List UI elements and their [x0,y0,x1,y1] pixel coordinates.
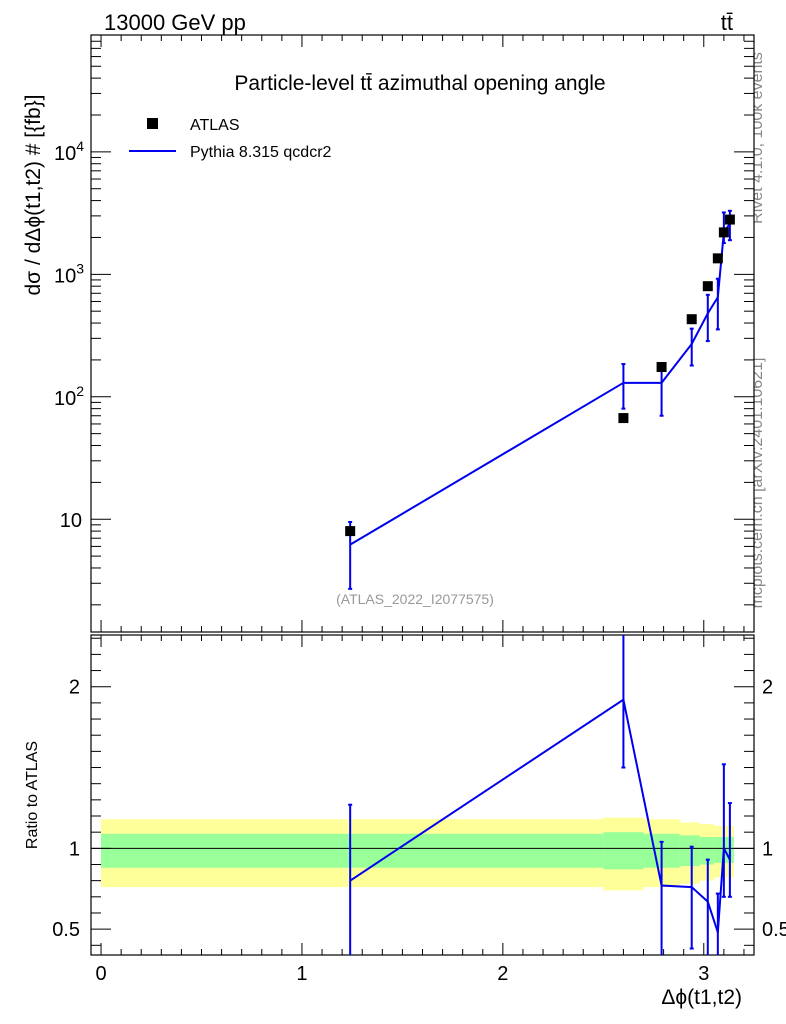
ratio-frame [90,634,755,956]
legend-pythia-label: Pythia 8.315 qcdcr2 [190,144,332,161]
y-tick-label: 103 [54,260,84,287]
main-plot: 10 102 103 104 Particle-level tt̄ azimuthal… [22,34,755,633]
ratio-plot: 0.5 0.5 1 1 2 2 0 1 2 3 Ratio to ATLAS Δϕ(t1,t2) [24,35,786,1009]
ratio-y-tick-label-right: 2 [762,677,773,699]
ratio-y-axis-label: Ratio to ATLAS [24,741,41,849]
main-y-ticks [91,34,754,606]
legend-atlas-label: ATLAS [190,117,240,134]
y-axis-label: dσ / dΔϕ(t1,t2) # [{fb}] [22,94,45,295]
ratio-y-tick-label-left: 2 [69,677,80,699]
legend-atlas-marker [147,118,158,129]
green-band [699,837,714,865]
beam-label: 13000 GeV pp [104,10,246,35]
atlas-series [345,214,735,537]
atlas-point [345,526,356,537]
green-band [101,833,604,868]
main-frame [90,34,755,633]
atlas-point [712,253,723,264]
ratio-y-tick-label-right: 0.5 [762,919,786,941]
legend: ATLAS Pythia 8.315 qcdcr2 [129,117,332,161]
atlas-point [718,227,729,238]
x-tick-label: 3 [698,963,709,985]
ratio-line [349,697,731,933]
atlas-point [686,314,697,325]
ratio-y-tick-label-left: 1 [69,838,80,860]
x-axis-label: Δϕ(t1,t2) [661,986,742,1009]
atlas-point [702,281,713,292]
ratio-y-ticks [91,637,754,946]
atlas-point [618,413,629,424]
ratio-series [348,635,732,955]
atlas-point [656,362,667,373]
analysis-watermark: (ATLAS_2022_I2077575) [336,591,494,607]
y-tick-label: 104 [54,138,84,165]
x-tick-label: 2 [497,963,508,985]
green-band [603,832,644,870]
main-y-tick-labels: 10 102 103 104 [54,138,84,532]
y-tick-label: 102 [54,383,84,410]
y-tick-label: 10 [60,510,82,532]
atlas-point [724,214,735,225]
chart-title: Particle-level tt̄ azimuthal opening ang… [234,72,605,95]
x-tick-label: 0 [95,963,106,985]
uncertainty-bands [91,817,754,891]
ratio-y-tick-label-left: 0.5 [52,919,80,941]
ratio-y-tick-label-right: 1 [762,838,773,860]
green-band [679,835,700,867]
x-tick-label: 1 [296,963,307,985]
ratio-y-tick-labels: 0.5 0.5 1 1 2 2 [52,677,786,941]
process-label: tt̄ [721,10,733,35]
